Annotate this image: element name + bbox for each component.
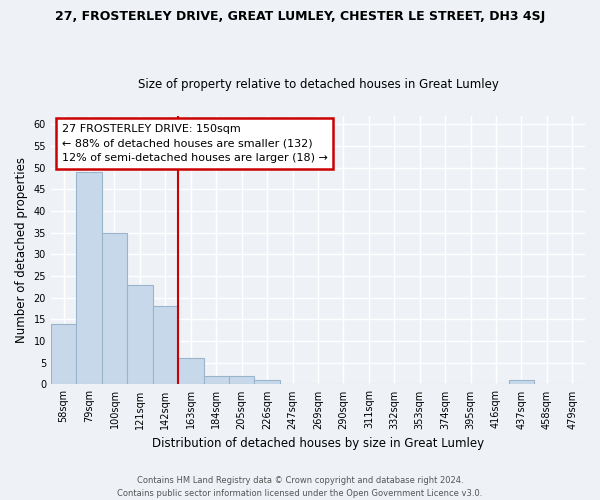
Y-axis label: Number of detached properties: Number of detached properties [15, 157, 28, 343]
Bar [254, 380, 280, 384]
Bar [178, 358, 203, 384]
Bar [76, 172, 102, 384]
Text: 27, FROSTERLEY DRIVE, GREAT LUMLEY, CHESTER LE STREET, DH3 4SJ: 27, FROSTERLEY DRIVE, GREAT LUMLEY, CHES… [55, 10, 545, 23]
Bar [229, 376, 254, 384]
X-axis label: Distribution of detached houses by size in Great Lumley: Distribution of detached houses by size … [152, 437, 484, 450]
Bar [102, 233, 127, 384]
Bar [51, 324, 76, 384]
Title: Size of property relative to detached houses in Great Lumley: Size of property relative to detached ho… [137, 78, 499, 91]
Bar [127, 285, 152, 384]
Text: Contains HM Land Registry data © Crown copyright and database right 2024.
Contai: Contains HM Land Registry data © Crown c… [118, 476, 482, 498]
Bar [203, 376, 229, 384]
Bar [509, 380, 534, 384]
Text: 27 FROSTERLEY DRIVE: 150sqm
← 88% of detached houses are smaller (132)
12% of se: 27 FROSTERLEY DRIVE: 150sqm ← 88% of det… [62, 124, 328, 164]
Bar [152, 306, 178, 384]
